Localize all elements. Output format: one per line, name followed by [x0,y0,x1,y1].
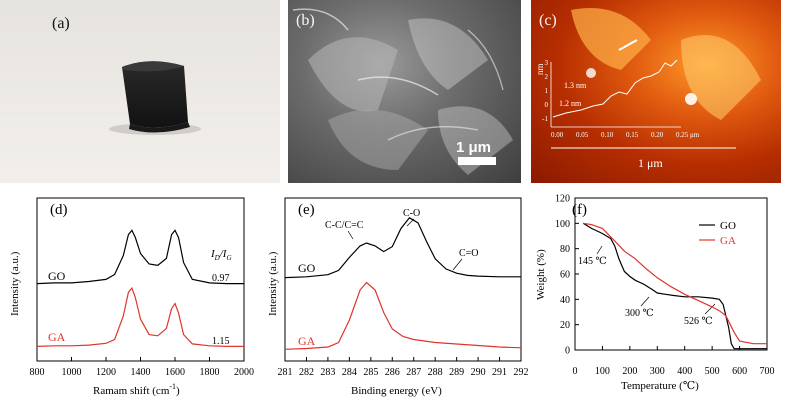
series-label-go: GO [48,269,66,283]
x-tick-label: 0 [573,366,578,377]
series-line-ga [284,281,522,350]
y-axis-label: Intensity (a.u.) [9,251,21,316]
x-axis-label: Ramam shift (cm-1) [93,382,180,397]
x-tick-label: 1000 [62,367,82,378]
y-tick-label: 0 [565,346,570,357]
x-tick-label: 200 [622,366,637,377]
x-tick-label: 286 [385,367,400,378]
y-tick-label: 80 [560,244,570,255]
sem-texture [292,8,513,175]
panel-b-sem-image: (b) 1 μm [288,0,521,183]
y-tick-label: 60 [560,270,570,281]
panel-c-afm-image: 3 2 1 0 -1 0.00 0.05 0.10 0.15 0.20 0.25 μm nm 1.… [531,0,781,183]
y-tick-label: 120 [555,194,570,205]
x-tick-label: 287 [406,367,421,378]
scale-bar [458,157,496,165]
temp-annotation-300: 300 ℃ [625,308,654,319]
x-tick-label: 1200 [96,367,116,378]
x-tick-label: 600 [732,366,747,377]
raman-chart: (d) Intensity (a.u.) Ramam shift (cm-1) … [9,197,254,397]
series-line-go [36,229,244,285]
inset-x-tick-label: 0.05 [576,131,589,139]
inset-x-tick-label: 0.20 [651,131,664,139]
x-tick-label: 2000 [234,367,254,378]
inset-x-tick-label: 0.25 μm [676,131,700,139]
ratio-value-ga: 1.15 [212,336,230,347]
inset-x-tick-label: 0.10 [601,131,614,139]
x-tick-label: 292 [514,367,529,378]
x-tick-label: 300 [650,366,665,377]
x-tick-label: 284 [342,367,357,378]
panel-label: (f) [572,202,587,218]
x-axis-label: Binding energy (eV) [351,385,442,397]
x-tick-label: 291 [492,367,507,378]
inset-y-tick-label: -1 [542,115,548,123]
plot-frame [284,197,522,362]
series-line-go [284,217,521,279]
series-line-go [582,222,767,350]
series-label-ga: GA [48,330,66,344]
height-label: 1.3 nm [564,81,587,90]
inset-y-tick-label: 0 [545,101,549,109]
peak-annotation-c-c: C-C/C=C [325,220,364,231]
inset-y-tick-label: 2 [545,73,549,81]
series-line-ga [36,286,244,347]
series-label-go: GO [298,261,316,275]
afm-texture: 3 2 1 0 -1 0.00 0.05 0.10 0.15 0.20 0.25 μm nm 1.… [535,8,761,170]
series-line-ga [583,222,767,345]
y-tick-label: 20 [560,320,570,331]
panel-label: (c) [539,12,557,29]
panel-a-photo: (a) [0,0,280,183]
afm-scale-label: 1 μm [638,156,663,170]
y-axis-label: Weight (%) [535,249,547,300]
y-tick-label: 100 [555,219,570,230]
legend: GO GA [699,220,736,247]
inset-ylabel: nm [535,63,545,75]
x-tick-label: 290 [471,367,486,378]
x-tick-label: 285 [363,367,378,378]
x-tick-label: 100 [595,366,610,377]
profile-line [618,39,638,51]
y-tick-label: 40 [560,295,570,306]
panel-label: (e) [298,202,315,218]
inset-x-tick-label: 0.00 [551,131,564,139]
y-axis-label: Intensity (a.u.) [267,251,279,316]
tga-chart: (f) Weight (%) Temperature (℃) GO GA 145… [535,194,775,393]
peak-annotation-c-o: C-O [403,208,420,219]
ratio-value-go: 0.97 [212,273,230,284]
inset-y-tick-label: 1 [545,87,549,95]
x-tick-label: 1800 [200,367,220,378]
x-tick-label: 289 [449,367,464,378]
ratio-label: ID/IG [210,248,232,262]
temp-annotation-145: 145 ℃ [578,256,607,267]
afm-height-profile [550,59,736,149]
x-tick-label: 400 [677,366,692,377]
aerogel-photo-image [109,61,201,135]
x-axis-label: Temperature (℃) [621,380,699,392]
legend-label-ga: GA [720,235,736,247]
x-tick-label: 800 [30,367,45,378]
temp-annotation-526: 526 ℃ [684,316,713,327]
inset-y-tick-label: 3 [545,59,549,67]
legend-label-go: GO [720,220,736,232]
panel-label: (b) [296,12,315,29]
height-label: 1.2 nm [559,99,582,108]
panel-label: (d) [50,202,68,218]
x-tick-label: 1600 [165,367,185,378]
panel-label: (a) [52,15,70,32]
x-tick-label: 500 [705,366,720,377]
x-tick-label: 281 [278,367,293,378]
inset-x-tick-label: 0.15 [626,131,639,139]
x-tick-label: 1400 [131,367,151,378]
x-tick-label: 283 [320,367,335,378]
x-tick-label: 288 [428,367,443,378]
series-label-ga: GA [298,334,316,348]
x-tick-label: 700 [760,366,775,377]
scale-bar-label: 1 μm [456,139,492,156]
peak-annotation-c-eq-o: C=O [459,248,479,259]
x-tick-label: 282 [299,367,314,378]
plot-frame [574,197,768,351]
xps-chart: (e) Intensity (a.u.) Binding energy (eV)… [267,197,529,397]
